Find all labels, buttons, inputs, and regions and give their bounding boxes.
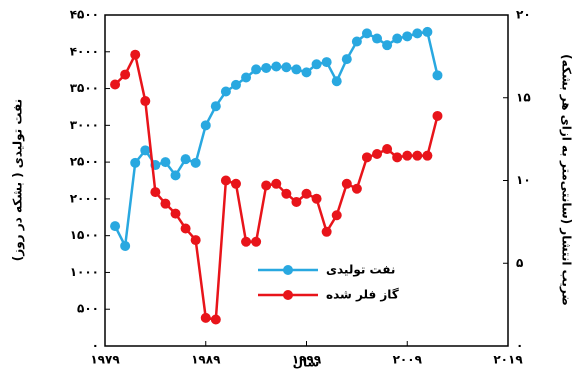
- data-point: [130, 49, 141, 60]
- data-point: [361, 28, 372, 39]
- data-point: [291, 64, 302, 75]
- y-tick-label: ۱۰۰۰: [70, 265, 99, 279]
- data-point: [281, 62, 292, 73]
- data-point: [190, 157, 201, 168]
- data-point: [341, 54, 352, 65]
- data-point: [422, 26, 433, 37]
- data-point: [140, 96, 151, 107]
- data-point: [160, 198, 171, 209]
- data-point: [251, 236, 262, 247]
- data-point: [251, 64, 262, 75]
- x-tick-label: ۱۹۸۹: [191, 353, 221, 367]
- data-point: [361, 152, 372, 163]
- data-point: [412, 28, 423, 39]
- y-tick-label: ۱۵۰۰: [70, 228, 99, 242]
- data-point: [311, 193, 322, 204]
- data-point: [331, 76, 342, 87]
- x-tick-label: ۲۰۱۹: [493, 353, 523, 367]
- data-point: [160, 157, 171, 168]
- data-point: [432, 70, 443, 81]
- data-point: [341, 178, 352, 189]
- legend-label: گاز فلر شده: [326, 288, 399, 302]
- data-point: [110, 79, 121, 90]
- data-point: [180, 223, 191, 234]
- data-point: [372, 33, 383, 44]
- y2-tick-label: ۱۵: [516, 90, 531, 104]
- data-point: [392, 33, 403, 44]
- y2-axis-title: ضریب انتشار (سانتی‌متر به ازای هر بشکه): [560, 54, 574, 306]
- data-point: [120, 69, 131, 80]
- data-point: [331, 210, 342, 221]
- y-tick-label: ۴۵۰۰: [70, 8, 99, 22]
- data-point: [291, 197, 302, 208]
- x-tick-label: ۲۰۰۹: [393, 353, 423, 367]
- data-point: [241, 72, 252, 83]
- plot-frame: [104, 14, 509, 347]
- data-point: [392, 152, 403, 163]
- data-point: [220, 175, 231, 186]
- data-point: [301, 67, 312, 78]
- data-point: [382, 144, 393, 155]
- data-point: [170, 170, 181, 181]
- data-point: [382, 40, 393, 51]
- data-point: [220, 86, 231, 97]
- data-point: [120, 240, 131, 251]
- data-point: [321, 57, 332, 68]
- y-axis-title: نفت تولیدی ( بشکه در روز): [11, 99, 26, 261]
- data-point: [261, 62, 272, 73]
- y-tick-label: ۲۰۰۰: [70, 191, 99, 205]
- legend-marker: [283, 265, 293, 275]
- data-point: [190, 235, 201, 246]
- data-point: [372, 149, 383, 160]
- data-point: [412, 150, 423, 161]
- x-axis-title: سال: [293, 356, 320, 370]
- legend-label: نفت تولیدی: [326, 263, 395, 278]
- data-point: [321, 226, 332, 237]
- data-point: [261, 180, 272, 191]
- data-point: [351, 183, 362, 194]
- data-point: [200, 120, 211, 131]
- x-tick-label: ۱۹۹۹: [292, 353, 322, 367]
- data-point: [281, 188, 292, 199]
- y-tick-label: ۲۵۰۰: [70, 155, 99, 169]
- data-point: [230, 178, 241, 189]
- legend-marker: [283, 290, 293, 300]
- data-point: [271, 61, 282, 72]
- data-point: [402, 150, 413, 161]
- data-point: [140, 145, 151, 156]
- data-point: [241, 236, 252, 247]
- data-point: [311, 59, 322, 70]
- data-point: [170, 208, 181, 219]
- y2-tick-label: ۰: [516, 339, 523, 353]
- data-point: [402, 31, 413, 42]
- data-point: [422, 150, 433, 161]
- data-point: [210, 101, 221, 112]
- data-point: [110, 221, 121, 232]
- x-tick-label: ۱۹۷۹: [90, 353, 120, 367]
- data-point: [271, 178, 282, 189]
- y2-tick-label: ۱۰: [516, 173, 531, 187]
- data-point: [230, 79, 241, 90]
- y-tick-label: ۴۰۰۰: [70, 44, 99, 58]
- y-tick-label: ۳۵۰۰: [70, 81, 99, 95]
- y-tick-label: ۰: [92, 339, 99, 353]
- y2-tick-label: ۵: [516, 256, 523, 270]
- data-point: [351, 36, 362, 47]
- data-point: [180, 154, 191, 165]
- data-point: [301, 188, 312, 199]
- data-point: [210, 314, 221, 325]
- data-point: [432, 110, 443, 121]
- y-tick-label: ۵۰۰: [77, 302, 99, 316]
- data-point: [130, 157, 141, 168]
- y2-tick-label: ۲۰: [516, 8, 531, 22]
- data-point: [150, 187, 161, 198]
- y-tick-label: ۳۰۰۰: [70, 118, 99, 132]
- data-point: [200, 312, 211, 323]
